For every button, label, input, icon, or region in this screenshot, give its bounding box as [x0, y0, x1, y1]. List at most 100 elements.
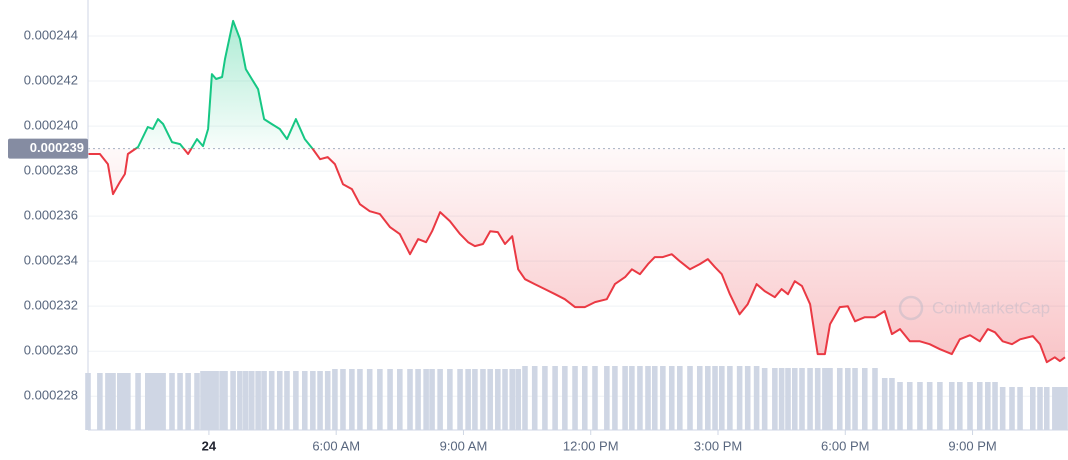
volume-bar [1043, 387, 1050, 430]
volume-bar [897, 382, 903, 430]
volume-bar [827, 368, 833, 430]
y-tick-label: 0.000228 [24, 388, 78, 403]
volume-bar [761, 368, 768, 430]
volume-bar [612, 366, 618, 430]
volume-bar [637, 366, 643, 430]
x-tick-label: 24 [202, 438, 217, 453]
volume-bar [213, 371, 219, 430]
volume-bar [284, 371, 290, 430]
volume-bar [917, 382, 923, 430]
volume-bar [906, 382, 913, 430]
volume-bar [957, 382, 963, 430]
volume-bar [185, 373, 191, 430]
y-tick-label: 0.000244 [24, 27, 78, 42]
volume-bar [791, 368, 798, 430]
volume-bar [509, 369, 516, 430]
volume-bar [487, 369, 493, 430]
volume-bar [992, 382, 998, 430]
volume-bar [340, 369, 346, 430]
volume-bar [778, 368, 785, 430]
volume-bar [502, 369, 508, 430]
volume-bar [660, 366, 666, 430]
volume-bar [209, 371, 215, 430]
volume-bar [629, 366, 635, 430]
reference-label: 0.000239 [30, 140, 84, 155]
volume-bar [814, 368, 821, 430]
volume-bar [122, 373, 128, 430]
volume-bar [145, 373, 151, 430]
volume-bar [135, 373, 141, 430]
y-tick-label: 0.000236 [24, 208, 78, 223]
volume-bar [1037, 387, 1043, 430]
volume-bar [753, 366, 760, 430]
volume-bar [248, 371, 255, 430]
volume-bar [200, 371, 206, 430]
volume-bar [317, 371, 323, 430]
volume-bar [705, 366, 711, 430]
volume-bar [1062, 387, 1068, 430]
volume-bar [377, 369, 383, 430]
volume-bar [407, 369, 413, 430]
price-line [88, 19, 1066, 364]
volume-bar [495, 369, 501, 430]
volume-bar [872, 368, 878, 430]
volume-bar [836, 368, 843, 430]
x-tick-label: 6:00 AM [312, 438, 360, 453]
volume-bar [117, 373, 123, 430]
volume-bar [423, 369, 429, 430]
volume-bar [261, 371, 267, 430]
volume-bar [243, 371, 249, 430]
volume-bar [301, 371, 308, 430]
volume-bar [744, 366, 751, 430]
volume-bar [155, 373, 161, 430]
y-tick-label: 0.000232 [24, 298, 78, 313]
x-tick-label: 9:00 PM [948, 438, 996, 453]
volume-bar [1057, 387, 1063, 430]
y-tick-label: 0.000242 [24, 72, 78, 87]
volume-bar [719, 366, 725, 430]
volume-bar [1052, 387, 1058, 430]
volume-bar [645, 366, 651, 430]
volume-bar [293, 371, 299, 430]
volume-bar [985, 382, 991, 430]
volume-bar [465, 369, 471, 430]
volume-bar [415, 369, 421, 430]
volume-bar [310, 371, 316, 430]
volume-bar [937, 382, 943, 430]
y-tick-label: 0.000234 [24, 253, 78, 268]
volume-bar [677, 366, 683, 430]
x-tick-label: 6:00 PM [821, 438, 869, 453]
volume-bar [397, 369, 403, 430]
volume-bar [255, 371, 261, 430]
y-tick-label: 0.000238 [24, 163, 78, 178]
volume-bar [177, 373, 183, 430]
volume-bar [125, 373, 131, 430]
y-tick-label: 0.000240 [24, 118, 78, 133]
volume-bar [1009, 387, 1015, 430]
volume-bar [772, 368, 778, 430]
volume-bar [852, 368, 858, 430]
volume-bar [696, 366, 703, 430]
volume-bar [219, 371, 225, 430]
volume-bar [522, 366, 528, 430]
volume-bar [976, 382, 983, 430]
volume-bar [110, 373, 116, 430]
volume-bar [366, 369, 373, 430]
volume-bar [349, 369, 355, 430]
volume-bar [324, 371, 331, 430]
volume-bar [822, 368, 828, 430]
volume-bar [668, 366, 675, 430]
volume-bar [387, 369, 393, 430]
volume-bar [230, 371, 236, 430]
volume-bar [515, 369, 521, 430]
watermark: CoinMarketCap [898, 295, 1050, 321]
volume-bar [276, 371, 283, 430]
volume-bar [881, 378, 888, 430]
volume-bar [622, 366, 628, 430]
volume-bar [727, 366, 733, 430]
volume-bar [237, 371, 243, 430]
volume-bar [604, 366, 610, 430]
y-tick-label: 0.000230 [24, 343, 78, 358]
volume-bar [562, 366, 568, 430]
